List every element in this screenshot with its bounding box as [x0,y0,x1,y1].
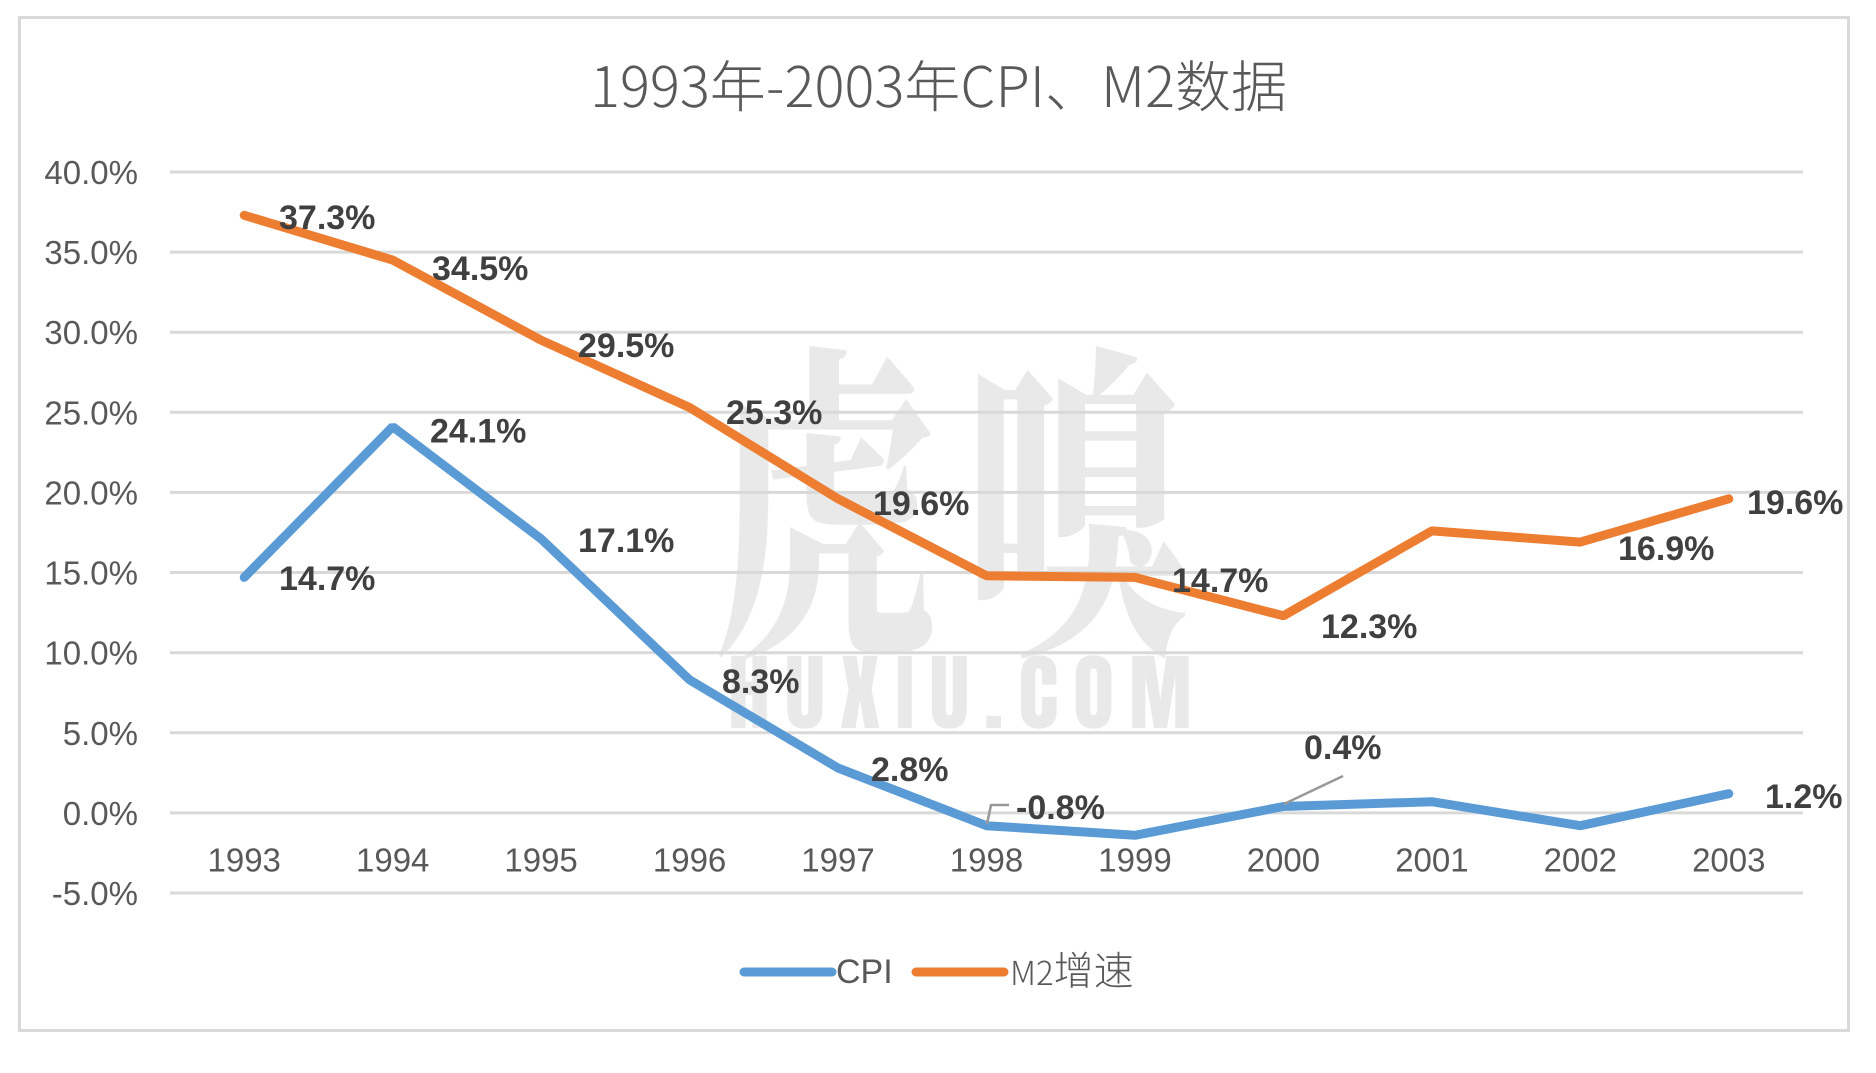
svg-text:12.3%: 12.3% [1321,608,1417,646]
svg-text:25.0%: 25.0% [44,394,138,431]
svg-text:2003: 2003 [1692,842,1765,879]
svg-text:1998: 1998 [950,842,1023,879]
svg-text:1995: 1995 [504,842,577,879]
svg-text:-5.0%: -5.0% [52,875,138,912]
svg-text:1999: 1999 [1098,842,1171,879]
svg-text:5.0%: 5.0% [63,715,138,752]
svg-text:25.3%: 25.3% [726,394,822,432]
svg-text:29.5%: 29.5% [578,327,674,365]
svg-text:0.4%: 0.4% [1304,729,1382,767]
svg-text:2.8%: 2.8% [871,751,949,789]
svg-text:1996: 1996 [653,842,726,879]
svg-text:0.0%: 0.0% [63,795,138,832]
svg-text:2000: 2000 [1247,842,1320,879]
svg-text:1993: 1993 [207,842,280,879]
svg-text:24.1%: 24.1% [430,413,526,451]
svg-text:34.5%: 34.5% [432,250,528,288]
svg-text:40.0%: 40.0% [44,154,138,191]
svg-text:1997: 1997 [801,842,874,879]
svg-text:19.6%: 19.6% [1747,484,1843,522]
svg-text:1994: 1994 [356,842,429,879]
svg-text:20.0%: 20.0% [44,474,138,511]
svg-text:1.2%: 1.2% [1765,778,1843,816]
svg-text:16.9%: 16.9% [1618,530,1714,568]
svg-text:2001: 2001 [1395,842,1468,879]
svg-text:14.7%: 14.7% [279,560,375,598]
svg-text:19.6%: 19.6% [873,485,969,523]
svg-text:15.0%: 15.0% [44,555,138,592]
svg-text:17.1%: 17.1% [578,522,674,560]
svg-text:2002: 2002 [1544,842,1617,879]
svg-text:10.0%: 10.0% [44,635,138,672]
svg-text:14.7%: 14.7% [1172,562,1268,600]
svg-text:8.3%: 8.3% [722,663,800,701]
svg-text:-0.8%: -0.8% [1016,789,1105,827]
svg-text:CPI: CPI [836,953,893,991]
svg-text:35.0%: 35.0% [44,234,138,271]
svg-text:37.3%: 37.3% [279,199,375,237]
svg-text:30.0%: 30.0% [44,314,138,351]
